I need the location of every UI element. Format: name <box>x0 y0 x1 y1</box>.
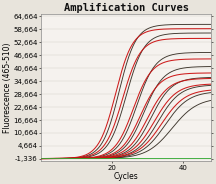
Title: Amplification Curves: Amplification Curves <box>64 3 189 13</box>
X-axis label: Cycles: Cycles <box>114 172 139 181</box>
Y-axis label: Fluorescence (465-510): Fluorescence (465-510) <box>3 42 12 133</box>
